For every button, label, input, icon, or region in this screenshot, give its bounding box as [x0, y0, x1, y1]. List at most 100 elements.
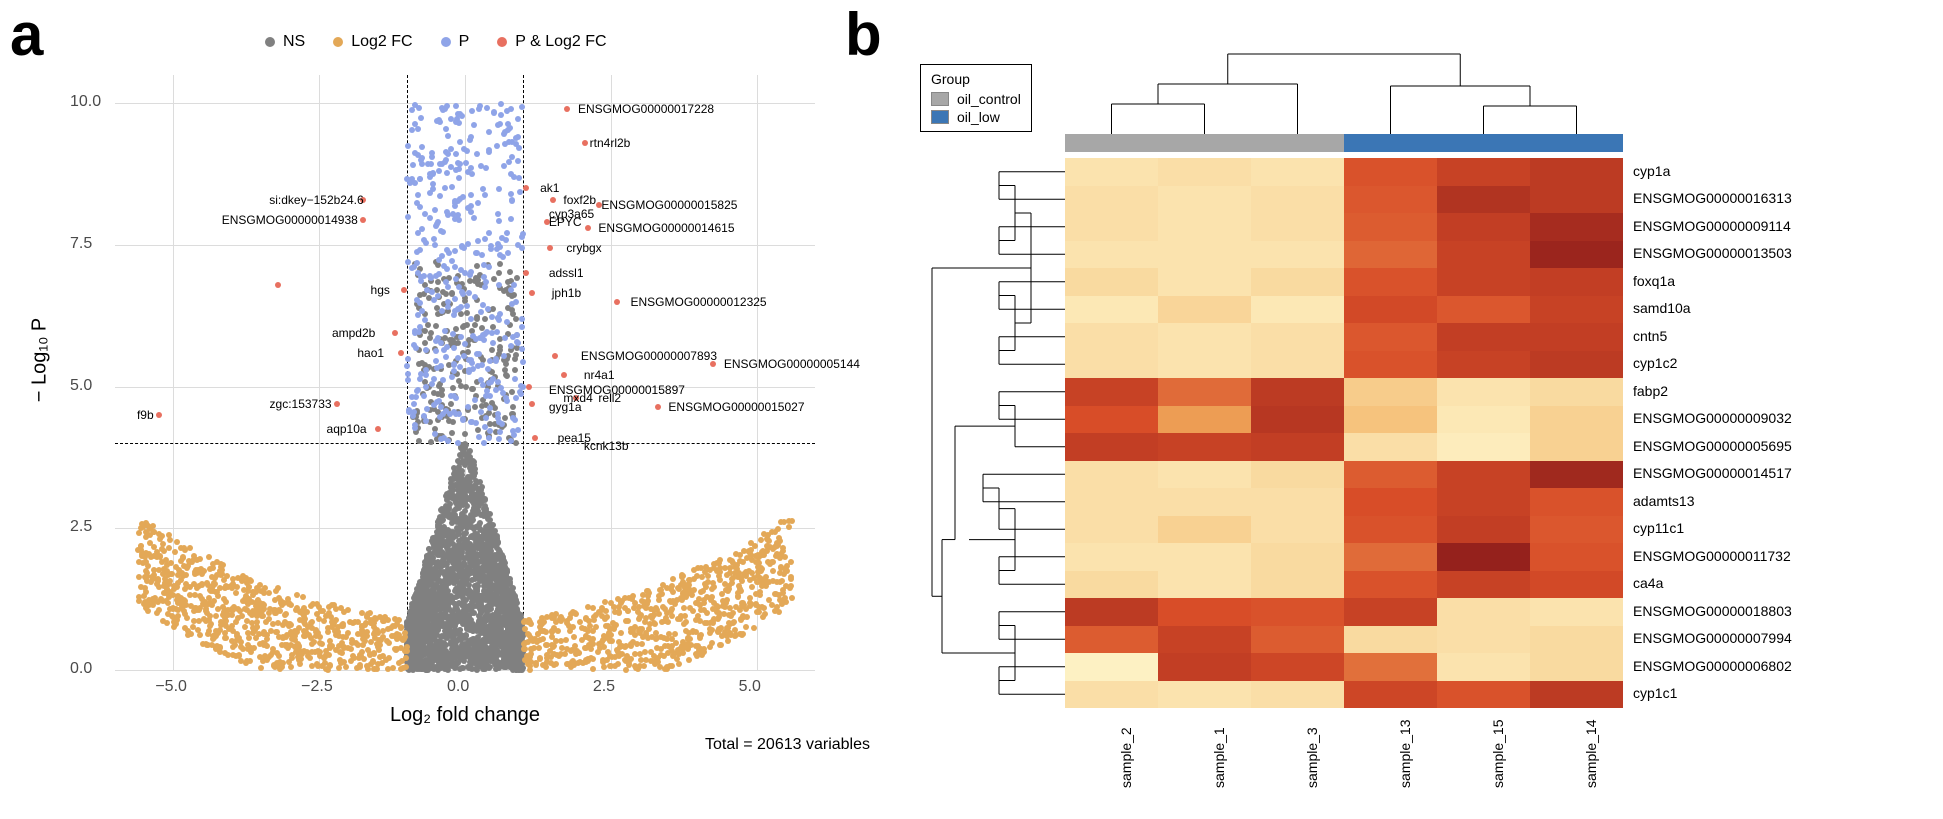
heatmap-col-label: sample_1 [1211, 727, 1227, 788]
heatmap-cell [1344, 158, 1437, 186]
volcano-subcaption: Total = 20613 variables [705, 736, 870, 754]
heatmap-cell [1065, 516, 1158, 544]
heatmap-row-label: ENSGMOG00000009114 [1633, 218, 1791, 234]
heatmap-cell [1437, 681, 1530, 709]
heatmap-cell [1158, 653, 1251, 681]
heatmap-cell [1344, 213, 1437, 241]
heatmap-cell [1437, 571, 1530, 599]
heatmap-cell [1530, 516, 1623, 544]
heatmap-cell [1344, 406, 1437, 434]
group-legend-title: Group [931, 71, 1021, 87]
heatmap-row-label: cyp1a [1633, 163, 1670, 179]
heatmap-cell [1530, 488, 1623, 516]
gene-label: f9b [137, 408, 154, 422]
legend-item: NS [265, 33, 305, 51]
heatmap-row-label: ENSGMOG00000009032 [1633, 410, 1792, 426]
x-tick-label: −2.5 [301, 678, 333, 696]
heatmap-cell [1530, 296, 1623, 324]
heatmap-cell [1158, 406, 1251, 434]
heatmap-cell [1158, 681, 1251, 709]
heatmap-cell [1344, 516, 1437, 544]
heatmap-cell [1530, 571, 1623, 599]
heatmap-cell [1437, 213, 1530, 241]
heatmap-cell [1344, 296, 1437, 324]
heatmap-cell [1158, 351, 1251, 379]
heatmap-row-label: fabp2 [1633, 383, 1668, 399]
heatmap-cell [1344, 351, 1437, 379]
heatmap-cell [1344, 653, 1437, 681]
heatmap-cell [1251, 323, 1344, 351]
heatmap-cell [1065, 543, 1158, 571]
heatmap-cell [1251, 406, 1344, 434]
heatmap-row-label: cntn5 [1633, 328, 1667, 344]
heatmap-cell [1344, 378, 1437, 406]
heatmap-cell [1530, 158, 1623, 186]
heatmap-cell [1065, 461, 1158, 489]
gene-label: ENSGMOG00000005144 [724, 357, 860, 371]
x-tick-label: 0.0 [447, 678, 469, 696]
column-dendrogram [1065, 44, 1623, 134]
heatmap-cell [1344, 543, 1437, 571]
heatmap-row-label: ENSGMOG00000006802 [1633, 658, 1792, 674]
heatmap-cell [1065, 186, 1158, 214]
gene-label: kcnk13b [584, 439, 629, 453]
heatmap-cell [1158, 488, 1251, 516]
heatmap-cell [1530, 378, 1623, 406]
heatmap-cell [1437, 626, 1530, 654]
heatmap-row-label: adamts13 [1633, 493, 1694, 509]
heatmap-cell [1437, 598, 1530, 626]
heatmap-cell [1344, 186, 1437, 214]
group-annot-segment [1065, 134, 1158, 152]
heatmap-col-label: sample_3 [1304, 727, 1320, 788]
heatmap-cell [1437, 241, 1530, 269]
heatmap-cell [1251, 158, 1344, 186]
x-tick-label: 5.0 [739, 678, 761, 696]
heatmap-cell [1065, 626, 1158, 654]
gene-label: ENSGMOG00000014615 [598, 221, 734, 235]
heatmap-cell [1530, 323, 1623, 351]
gene-label: ENSGMOG00000014938 [222, 213, 358, 227]
group-annot-segment [1158, 134, 1251, 152]
heatmap-cell [1437, 433, 1530, 461]
heatmap-cell [1437, 488, 1530, 516]
gene-label: ENSGMOG00000012325 [631, 295, 767, 309]
heatmap-row-label: ENSGMOG00000014517 [1633, 465, 1792, 481]
heatmap-cell [1344, 488, 1437, 516]
heatmap-row-label: cyp1c2 [1633, 355, 1677, 371]
heatmap-row-label: ENSGMOG00000005695 [1633, 438, 1792, 454]
heatmap-cell [1251, 626, 1344, 654]
heatmap-cell [1158, 571, 1251, 599]
heatmap-cell [1530, 268, 1623, 296]
heatmap-cell [1158, 626, 1251, 654]
heatmap-group-legend: Groupoil_controloil_low [920, 64, 1032, 132]
heatmap-cell [1065, 653, 1158, 681]
gene-label: foxf2b [563, 193, 596, 207]
heatmap-cell [1437, 516, 1530, 544]
heatmap-cell [1065, 681, 1158, 709]
heatmap-cell [1065, 488, 1158, 516]
heatmap-cell [1530, 543, 1623, 571]
heatmap-row-label: cyp1c1 [1633, 685, 1677, 701]
legend-item: P [441, 33, 470, 51]
heatmap-cell [1158, 378, 1251, 406]
heatmap-cell [1251, 461, 1344, 489]
heatmap-cell [1251, 598, 1344, 626]
heatmap-cell [1251, 213, 1344, 241]
group-annot-segment [1344, 134, 1437, 152]
heatmap-cell [1065, 433, 1158, 461]
y-tick-label: 7.5 [70, 235, 92, 253]
heatmap-cell [1158, 516, 1251, 544]
group-legend-item: oil_low [931, 109, 1021, 125]
figure-container: { "panel_labels": {"a":"a","b":"b"}, "vo… [0, 0, 1943, 819]
volcano-legend: NSLog2 FCPP & Log2 FC [265, 33, 607, 51]
heatmap-cell [1437, 406, 1530, 434]
x-tick-label: 2.5 [593, 678, 615, 696]
heatmap-cell [1158, 241, 1251, 269]
volcano-plot [115, 75, 815, 670]
heatmap-cell [1251, 543, 1344, 571]
heatmap-row-label: ENSGMOG00000016313 [1633, 190, 1792, 206]
heatmap-row-label: ENSGMOG00000018803 [1633, 603, 1792, 619]
heatmap-cell [1344, 461, 1437, 489]
heatmap-cell [1158, 461, 1251, 489]
gene-label: ENSGMOG00000007893 [581, 349, 717, 363]
